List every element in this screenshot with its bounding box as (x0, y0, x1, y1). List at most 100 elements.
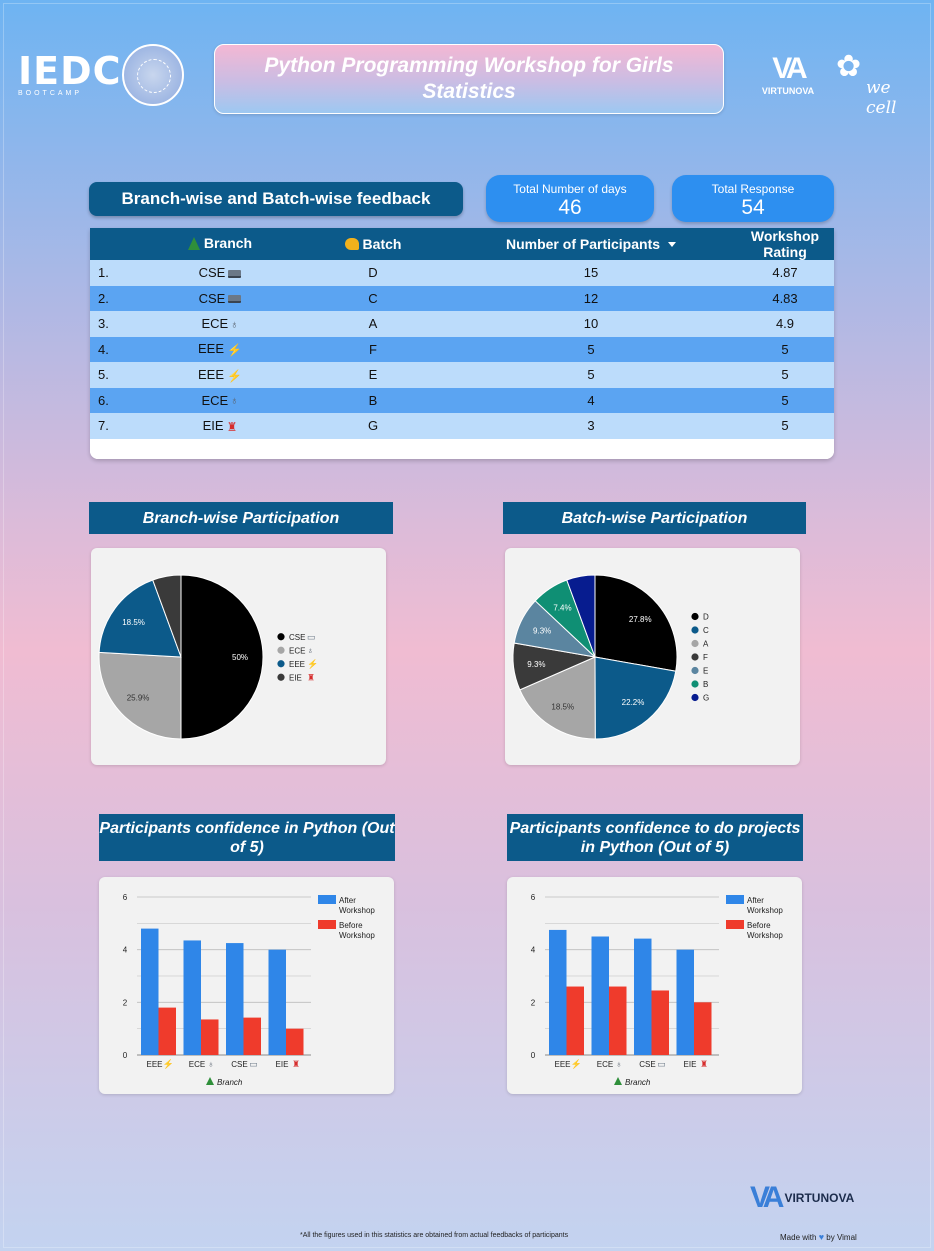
x-tick-label: ECE (597, 1060, 613, 1069)
laptop-icon: ▭ (307, 632, 316, 642)
batch-pie-title: Batch-wise Participation (503, 502, 806, 534)
lightning-icon: ⚡ (227, 343, 242, 358)
row-participants: 5 (587, 367, 595, 383)
stethoscope-icon: ♁ (230, 318, 239, 331)
pie-slice-d[interactable] (594, 574, 678, 672)
y-tick-label: 0 (123, 1051, 128, 1060)
bar-after-workshop-cse[interactable] (226, 943, 244, 1055)
table-row[interactable]: 3. ECE ♁ A 10 4.9 (90, 311, 834, 337)
microscope-icon: ♜ (226, 419, 238, 434)
x-tick-label: EIE (684, 1060, 697, 1069)
bar-after-workshop-cse[interactable] (634, 938, 652, 1055)
pie-data-label: 9.3% (533, 627, 551, 636)
bar-before-workshop-cse[interactable] (651, 990, 670, 1055)
row-index: 7. (98, 418, 109, 434)
footer-note: *All the figures used in this statistics… (300, 1232, 569, 1239)
pie-slice-ece[interactable] (98, 651, 182, 740)
bar-before-workshop-eee[interactable] (158, 1007, 177, 1055)
made-with-credit: Made with ♥ by Vimal (780, 1232, 857, 1242)
legend-label: Before Workshop (339, 921, 375, 940)
page-title-box: Python Programming Workshop for Girls St… (214, 44, 724, 114)
row-rating: 4.9 (775, 316, 795, 332)
table-row[interactable]: 2. CSE C 12 4.83 (90, 285, 834, 311)
x-tick-label: CSE (231, 1060, 247, 1069)
sort-desc-icon[interactable] (668, 241, 677, 247)
feedback-section-title: Branch-wise and Batch-wise feedback (89, 182, 463, 216)
row-batch: C (368, 290, 378, 306)
bar-after-workshop-ece[interactable] (183, 940, 202, 1055)
bar-after-workshop-eie[interactable] (676, 949, 695, 1055)
tree-icon (206, 1077, 214, 1085)
legend-label: A (703, 640, 709, 649)
y-tick-label: 6 (531, 893, 536, 902)
table-row[interactable]: 7. EIE ♜ G 3 5 (90, 413, 834, 439)
laptop-icon (228, 295, 242, 304)
table-row[interactable]: 4. EEE ⚡ F 5 5 (90, 336, 834, 362)
x-axis-label: Branch (217, 1078, 243, 1087)
branch-pie-chart: 50% 25.9% 18.5% CSE ECE EEE EIE ▭ ♁ ⚡ ♜ (98, 574, 318, 740)
col-rating-header[interactable]: Workshop Rating (750, 228, 820, 260)
x-axis-label: Branch (625, 1078, 651, 1087)
row-index: 6. (98, 392, 109, 408)
bolt-icon: ⚡ (571, 1058, 582, 1070)
col-batch-header[interactable]: Batch (300, 228, 446, 260)
bar-before-workshop-eee[interactable] (566, 986, 585, 1055)
bar-before-workshop-eie[interactable] (286, 1028, 304, 1055)
college-seal-logo (122, 44, 184, 106)
col-branch-header[interactable]: Branch (140, 228, 300, 260)
pie-slice-cse[interactable] (180, 574, 264, 740)
table-row[interactable]: 1. CSE D 15 4.87 (90, 260, 834, 286)
legend-label: B (703, 680, 708, 689)
row-branch: ECE ♁ (201, 316, 239, 332)
pie-slice-eie[interactable] (152, 574, 182, 658)
confidence-projects-card: 0 2 4 6 EEE ⚡ ECE ♁ CSE ▭ EIE ♜ Branch After Workshop B… (507, 877, 802, 1094)
wecell-logo: ✿ we cell (836, 50, 920, 119)
legend-swatch (691, 680, 699, 688)
bar-after-workshop-ece[interactable] (591, 936, 610, 1056)
laptop-icon: ▭ (657, 1059, 666, 1069)
legend-swatch (691, 626, 699, 634)
row-branch: EEE ⚡ (198, 366, 242, 383)
confidence-python-title: Participants confidence in Python (Out o… (99, 814, 395, 861)
pie-slice-eee[interactable] (98, 579, 182, 658)
laptop-icon (228, 269, 242, 278)
y-tick-label: 6 (123, 893, 128, 902)
col-participants-header[interactable]: Number of Participants (446, 228, 736, 260)
microscope-icon: ♜ (292, 1059, 300, 1069)
bar-before-workshop-ece[interactable] (609, 986, 627, 1055)
y-tick-label: 2 (531, 998, 536, 1007)
pie-slice-g[interactable] (566, 574, 596, 658)
bar-before-workshop-ece[interactable] (201, 1019, 219, 1055)
table-row[interactable]: 5. EEE ⚡ E 5 5 (90, 362, 834, 388)
lightning-icon: ⚡ (227, 368, 242, 383)
tree-icon (614, 1077, 622, 1085)
microscope-icon: ♜ (700, 1059, 708, 1069)
branch-pie-card: 50% 25.9% 18.5% CSE ECE EEE EIE ▭ ♁ ⚡ ♜ (91, 548, 386, 765)
pie-slice-c[interactable] (594, 656, 677, 740)
bar-before-workshop-cse[interactable] (243, 1017, 262, 1055)
pie-data-label: 7.4% (553, 604, 571, 613)
pie-slice-a[interactable] (519, 656, 596, 740)
bar-before-workshop-eie[interactable] (694, 1002, 712, 1055)
legend-label: After Workshop (339, 896, 375, 915)
x-tick-label: EIE (276, 1060, 289, 1069)
legend-swatch (277, 660, 285, 668)
row-branch: EEE ⚡ (198, 341, 242, 358)
bar-after-workshop-eee[interactable] (141, 928, 159, 1055)
legend-swatch (277, 646, 285, 654)
row-batch: A (368, 316, 378, 332)
branch-pie-title: Branch-wise Participation (89, 502, 393, 534)
table-row[interactable]: 6. ECE ♁ B 4 5 (90, 387, 834, 413)
bolt-icon: ⚡ (163, 1058, 174, 1070)
bar-after-workshop-eee[interactable] (549, 929, 567, 1055)
legend-swatch (726, 920, 744, 929)
butterfly-icon: ✿ (836, 50, 862, 83)
row-batch: D (368, 265, 378, 281)
footer-virtunova-logo: VA VIRTUNOVA (750, 1181, 855, 1214)
bar-after-workshop-eie[interactable] (268, 949, 287, 1055)
row-participants: 10 (583, 316, 599, 332)
heart-icon: ♥ (818, 1232, 825, 1242)
row-index: 3. (98, 316, 109, 332)
y-tick-label: 4 (123, 946, 128, 955)
